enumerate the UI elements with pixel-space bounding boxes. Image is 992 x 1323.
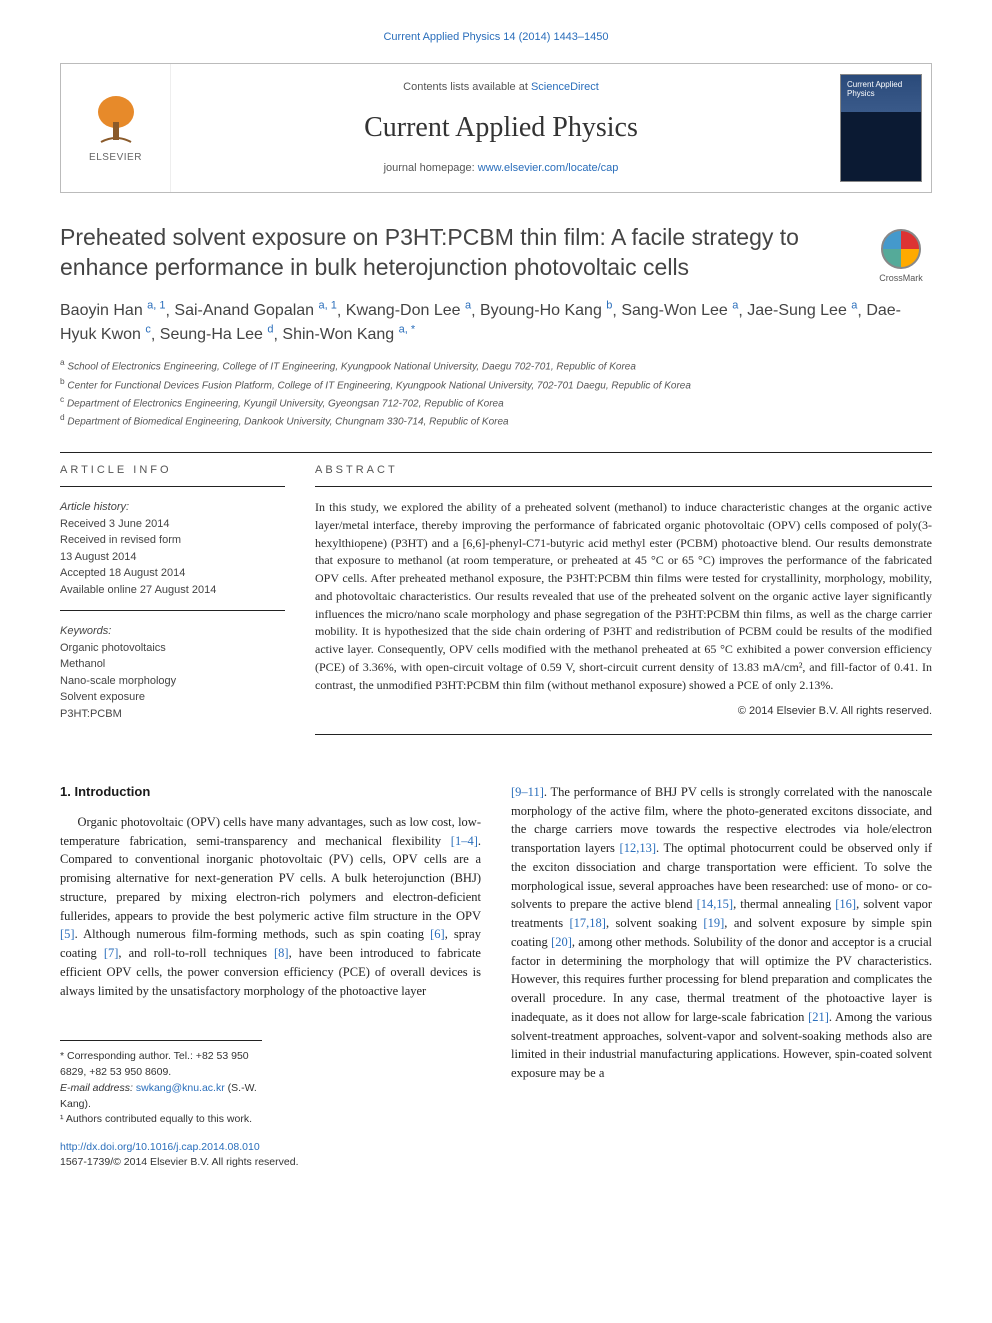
history-line: Received in revised form [60, 532, 285, 549]
journal-name: Current Applied Physics [364, 108, 638, 147]
author: Jae-Sung Lee a [747, 302, 857, 319]
author: Byoung-Ho Kang b [480, 302, 612, 319]
abstract-text: In this study, we explored the ability o… [315, 499, 932, 694]
keyword: Solvent exposure [60, 689, 285, 706]
citation-link[interactable]: [6] [430, 927, 445, 941]
corresponding-author-note: * Corresponding author. Tel.: +82 53 950… [60, 1049, 262, 1081]
abstract-column: ABSTRACT In this study, we explored the … [315, 453, 932, 735]
doi-block: http://dx.doi.org/10.1016/j.cap.2014.08.… [60, 1140, 481, 1169]
author: Kwang-Don Lee a [346, 302, 471, 319]
author: Sang-Won Lee a [621, 302, 738, 319]
section-heading-introduction: 1. Introduction [60, 783, 481, 801]
journal-masthead: ELSEVIER Contents lists available at Sci… [60, 63, 932, 193]
intro-paragraph-left: Organic photovoltaic (OPV) cells have ma… [60, 813, 481, 1001]
citation-link[interactable]: [9–11] [511, 785, 544, 799]
contents-line: Contents lists available at ScienceDirec… [403, 80, 599, 95]
abstract-heading: ABSTRACT [315, 453, 932, 487]
crossmark-badge[interactable]: CrossMark [870, 229, 932, 285]
crossmark-label: CrossMark [879, 272, 923, 285]
footnotes-block: * Corresponding author. Tel.: +82 53 950… [60, 1040, 262, 1128]
citation-link[interactable]: [14,15] [697, 897, 733, 911]
keywords-block: Keywords: Organic photovoltaicsMethanolN… [60, 623, 285, 722]
citation-link[interactable]: [19] [703, 916, 724, 930]
homepage-line: journal homepage: www.elsevier.com/locat… [384, 161, 619, 176]
affiliation: d Department of Biomedical Engineering, … [60, 411, 932, 429]
intro-paragraph-right: [9–11]. The performance of BHJ PV cells … [511, 783, 932, 1083]
journal-homepage-link[interactable]: www.elsevier.com/locate/cap [478, 162, 619, 174]
citation-link[interactable]: [5] [60, 927, 75, 941]
keywords-heading: Keywords: [60, 623, 285, 640]
email-label: E-mail address: [60, 1082, 136, 1094]
contents-prefix: Contents lists available at [403, 81, 531, 93]
keyword: Organic photovoltaics [60, 640, 285, 657]
citation-link[interactable]: [12,13] [620, 841, 656, 855]
paper-title: Preheated solvent exposure on P3HT:PCBM … [60, 223, 856, 283]
citation-link[interactable]: [1–4] [451, 834, 478, 848]
affiliation: c Department of Electronics Engineering,… [60, 393, 932, 411]
publisher-block: ELSEVIER [61, 64, 171, 192]
affiliation: a School of Electronics Engineering, Col… [60, 356, 932, 374]
author: Seung-Ha Lee d [160, 326, 274, 343]
elsevier-tree-icon [91, 92, 141, 147]
crossmark-icon [881, 229, 921, 269]
history-line: 13 August 2014 [60, 549, 285, 566]
article-info-column: ARTICLE INFO Article history: Received 3… [60, 453, 285, 735]
affiliation-list: a School of Electronics Engineering, Col… [60, 356, 932, 429]
doi-link[interactable]: http://dx.doi.org/10.1016/j.cap.2014.08.… [60, 1141, 260, 1153]
author: Sai-Anand Gopalan a, 1 [174, 302, 336, 319]
body-column-right: [9–11]. The performance of BHJ PV cells … [511, 783, 932, 1170]
homepage-prefix: journal homepage: [384, 162, 478, 174]
article-history-block: Article history: Received 3 June 2014Rec… [60, 499, 285, 611]
sciencedirect-link[interactable]: ScienceDirect [531, 81, 599, 93]
history-line: Available online 27 August 2014 [60, 582, 285, 599]
history-line: Accepted 18 August 2014 [60, 565, 285, 582]
history-heading: Article history: [60, 499, 285, 516]
citation-link[interactable]: [20] [551, 935, 572, 949]
citation-link[interactable]: [17,18] [570, 916, 606, 930]
body-column-left: 1. Introduction Organic photovoltaic (OP… [60, 783, 481, 1170]
cover-caption: Current Applied Physics [847, 81, 915, 99]
keyword: P3HT:PCBM [60, 706, 285, 723]
affiliation: b Center for Functional Devices Fusion P… [60, 375, 932, 393]
article-info-heading: ARTICLE INFO [60, 453, 285, 487]
citation-link[interactable]: [7] [104, 946, 119, 960]
author: Baoyin Han a, 1 [60, 302, 166, 319]
running-head: Current Applied Physics 14 (2014) 1443–1… [60, 30, 932, 45]
issn-line: 1567-1739/© 2014 Elsevier B.V. All right… [60, 1156, 299, 1168]
abstract-copyright: © 2014 Elsevier B.V. All rights reserved… [315, 704, 932, 719]
author: Shin-Won Kang a, * [282, 326, 415, 343]
history-line: Received 3 June 2014 [60, 516, 285, 533]
citation-link[interactable]: [21] [808, 1010, 829, 1024]
citation-link[interactable]: [8] [274, 946, 289, 960]
citation-link[interactable]: [16] [835, 897, 856, 911]
author-list: Baoyin Han a, 1, Sai-Anand Gopalan a, 1,… [60, 299, 932, 346]
publisher-name: ELSEVIER [89, 151, 142, 165]
keyword: Nano-scale morphology [60, 673, 285, 690]
keyword: Methanol [60, 656, 285, 673]
equal-contribution-note: ¹ Authors contributed equally to this wo… [60, 1112, 262, 1128]
corresponding-email-link[interactable]: swkang@knu.ac.kr [136, 1082, 225, 1094]
journal-cover-thumbnail: Current Applied Physics [840, 74, 922, 182]
